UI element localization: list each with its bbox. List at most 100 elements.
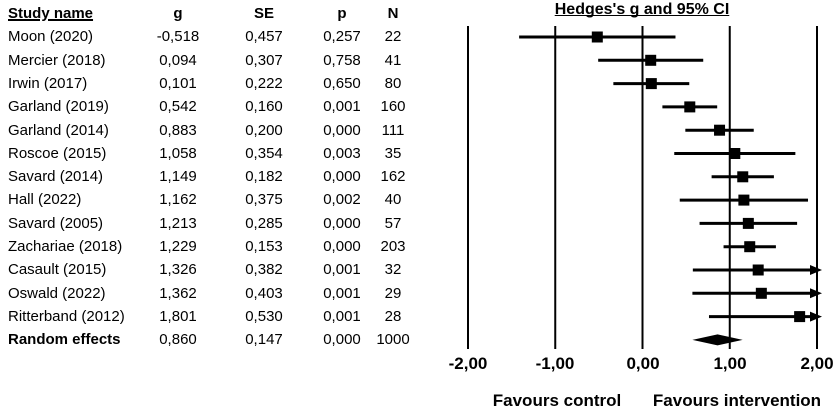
- n-value-cell: 1000: [376, 331, 410, 349]
- study-name-cell: Oswald (2022): [8, 284, 106, 302]
- table-row: Savard (2005) 1,213 0,285 0,000 57: [0, 212, 440, 235]
- effect-square: [737, 171, 749, 183]
- se-value-cell: 0,403: [245, 284, 283, 302]
- study-name-cell: Zachariae (2018): [8, 238, 123, 255]
- n-value-cell: 160: [380, 98, 406, 116]
- table-row: Garland (2014) 0,883 0,200 0,000 111: [0, 119, 440, 142]
- study-name-cell: Casault (2015): [8, 261, 107, 279]
- study-name-cell: Mercier (2018): [8, 51, 106, 69]
- n-value-cell: 29: [384, 284, 402, 302]
- study-name-cell: Roscoe (2015): [8, 144, 107, 162]
- effect-square: [755, 287, 767, 299]
- study-name-cell: Random effects: [8, 331, 121, 349]
- ci-arrowhead: [810, 288, 822, 299]
- axis-tick-label-pos2: 2,00: [800, 354, 834, 373]
- g-value-cell: 1,229: [159, 238, 197, 255]
- se-value-cell: 0,285: [245, 214, 283, 232]
- g-value-cell: 1,058: [159, 144, 197, 162]
- p-value-cell: 0,000: [323, 168, 361, 186]
- n-value-cell: 32: [384, 261, 402, 279]
- g-value-cell: 0,883: [159, 121, 197, 139]
- se-value-cell: 0,153: [245, 238, 283, 255]
- n-value-cell: 40: [384, 191, 402, 209]
- axis-tick-label-zero: 0,00: [626, 354, 660, 373]
- g-value-cell: 1,213: [159, 214, 197, 232]
- g-value-cell: 0,542: [159, 98, 197, 116]
- p-value-cell: 0,257: [323, 28, 361, 46]
- table-row: Savard (2014) 1,149 0,182 0,000 162: [0, 165, 440, 188]
- effect-square: [591, 31, 603, 43]
- n-value-cell: 80: [384, 74, 402, 92]
- p-value-cell: 0,000: [323, 238, 361, 255]
- n-value-cell: 203: [380, 238, 406, 255]
- n-value-cell: 41: [384, 51, 402, 69]
- se-value-cell: 0,222: [245, 74, 283, 92]
- table-row: Zachariae (2018) 1,229 0,153 0,000 203: [0, 235, 440, 258]
- n-value-cell: 162: [380, 168, 406, 186]
- n-value-cell: 35: [384, 144, 402, 162]
- n-value-cell: 111: [381, 121, 405, 139]
- effect-square: [645, 54, 657, 66]
- se-value-cell: 0,530: [245, 307, 283, 325]
- axis-tick-label-neg2: -2,00: [448, 354, 488, 373]
- table-row: Casault (2015) 1,326 0,382 0,001 32: [0, 258, 440, 281]
- effect-square: [752, 264, 764, 276]
- g-value-cell: 1,801: [159, 307, 197, 325]
- favours-control-label: Favours control: [492, 391, 622, 410]
- g-value-cell: 0,860: [159, 331, 197, 349]
- table-row: Irwin (2017) 0,101 0,222 0,650 80: [0, 72, 440, 95]
- p-value-cell: 0,650: [323, 74, 361, 92]
- table-row: Moon (2020) -0,518 0,457 0,257 22: [0, 25, 440, 48]
- effect-square: [729, 148, 741, 159]
- effect-square: [738, 194, 750, 206]
- se-value-cell: 0,307: [245, 51, 283, 69]
- n-value-cell: 28: [384, 307, 402, 325]
- study-name-cell: Moon (2020): [8, 28, 94, 46]
- table-row: Mercier (2018) 0,094 0,307 0,758 41: [0, 49, 440, 72]
- p-value-cell: 0,001: [323, 307, 361, 325]
- table-row: Ritterband (2012) 1,801 0,530 0,001 28: [0, 305, 440, 328]
- g-value-cell: 1,162: [159, 191, 197, 209]
- plot-title: Hedges's g and 95% CI: [554, 1, 730, 18]
- header-study-name: Study name: [8, 5, 94, 22]
- effect-square: [684, 101, 696, 113]
- p-value-cell: 0,758: [323, 51, 361, 69]
- p-value-cell: 0,000: [323, 331, 361, 349]
- p-value-cell: 0,001: [323, 261, 361, 279]
- header-g: g: [173, 5, 183, 22]
- effect-square: [794, 311, 806, 323]
- favours-intervention-label: Favours intervention: [652, 391, 822, 410]
- study-name-cell: Savard (2005): [8, 214, 104, 232]
- g-value-cell: 1,149: [159, 168, 197, 186]
- effect-square: [645, 78, 657, 90]
- study-name-cell: Savard (2014): [8, 168, 104, 186]
- se-value-cell: 0,382: [245, 261, 283, 279]
- g-value-cell: 1,326: [159, 261, 197, 279]
- study-name-cell: Garland (2019): [8, 98, 109, 116]
- n-value-cell: 22: [384, 28, 402, 46]
- study-name-cell: Garland (2014): [8, 121, 109, 139]
- se-value-cell: 0,200: [245, 121, 283, 139]
- p-value-cell: 0,002: [323, 191, 361, 209]
- se-value-cell: 0,160: [245, 98, 283, 116]
- effect-square: [714, 124, 726, 136]
- se-value-cell: 0,354: [245, 144, 283, 162]
- table-row: Garland (2019) 0,542 0,160 0,001 160: [0, 95, 440, 118]
- table-row: Oswald (2022) 1,362 0,403 0,001 29: [0, 282, 440, 305]
- header-p: p: [337, 5, 347, 22]
- table-header-row: Study name g SE p N: [0, 2, 440, 25]
- summary-diamond: [692, 334, 743, 346]
- header-n: N: [387, 5, 399, 22]
- se-value-cell: 0,375: [245, 191, 283, 209]
- table-row: Roscoe (2015) 1,058 0,354 0,003 35: [0, 142, 440, 165]
- axis-tick-label-neg1: -1,00: [535, 354, 575, 373]
- ci-arrowhead: [810, 311, 822, 322]
- se-value-cell: 0,457: [245, 28, 283, 46]
- se-value-cell: 0,147: [245, 331, 283, 349]
- effect-square: [744, 241, 756, 253]
- g-value-cell: -0,518: [156, 28, 200, 46]
- p-value-cell: 0,003: [323, 144, 361, 162]
- study-name-cell: Ritterband (2012): [8, 307, 125, 325]
